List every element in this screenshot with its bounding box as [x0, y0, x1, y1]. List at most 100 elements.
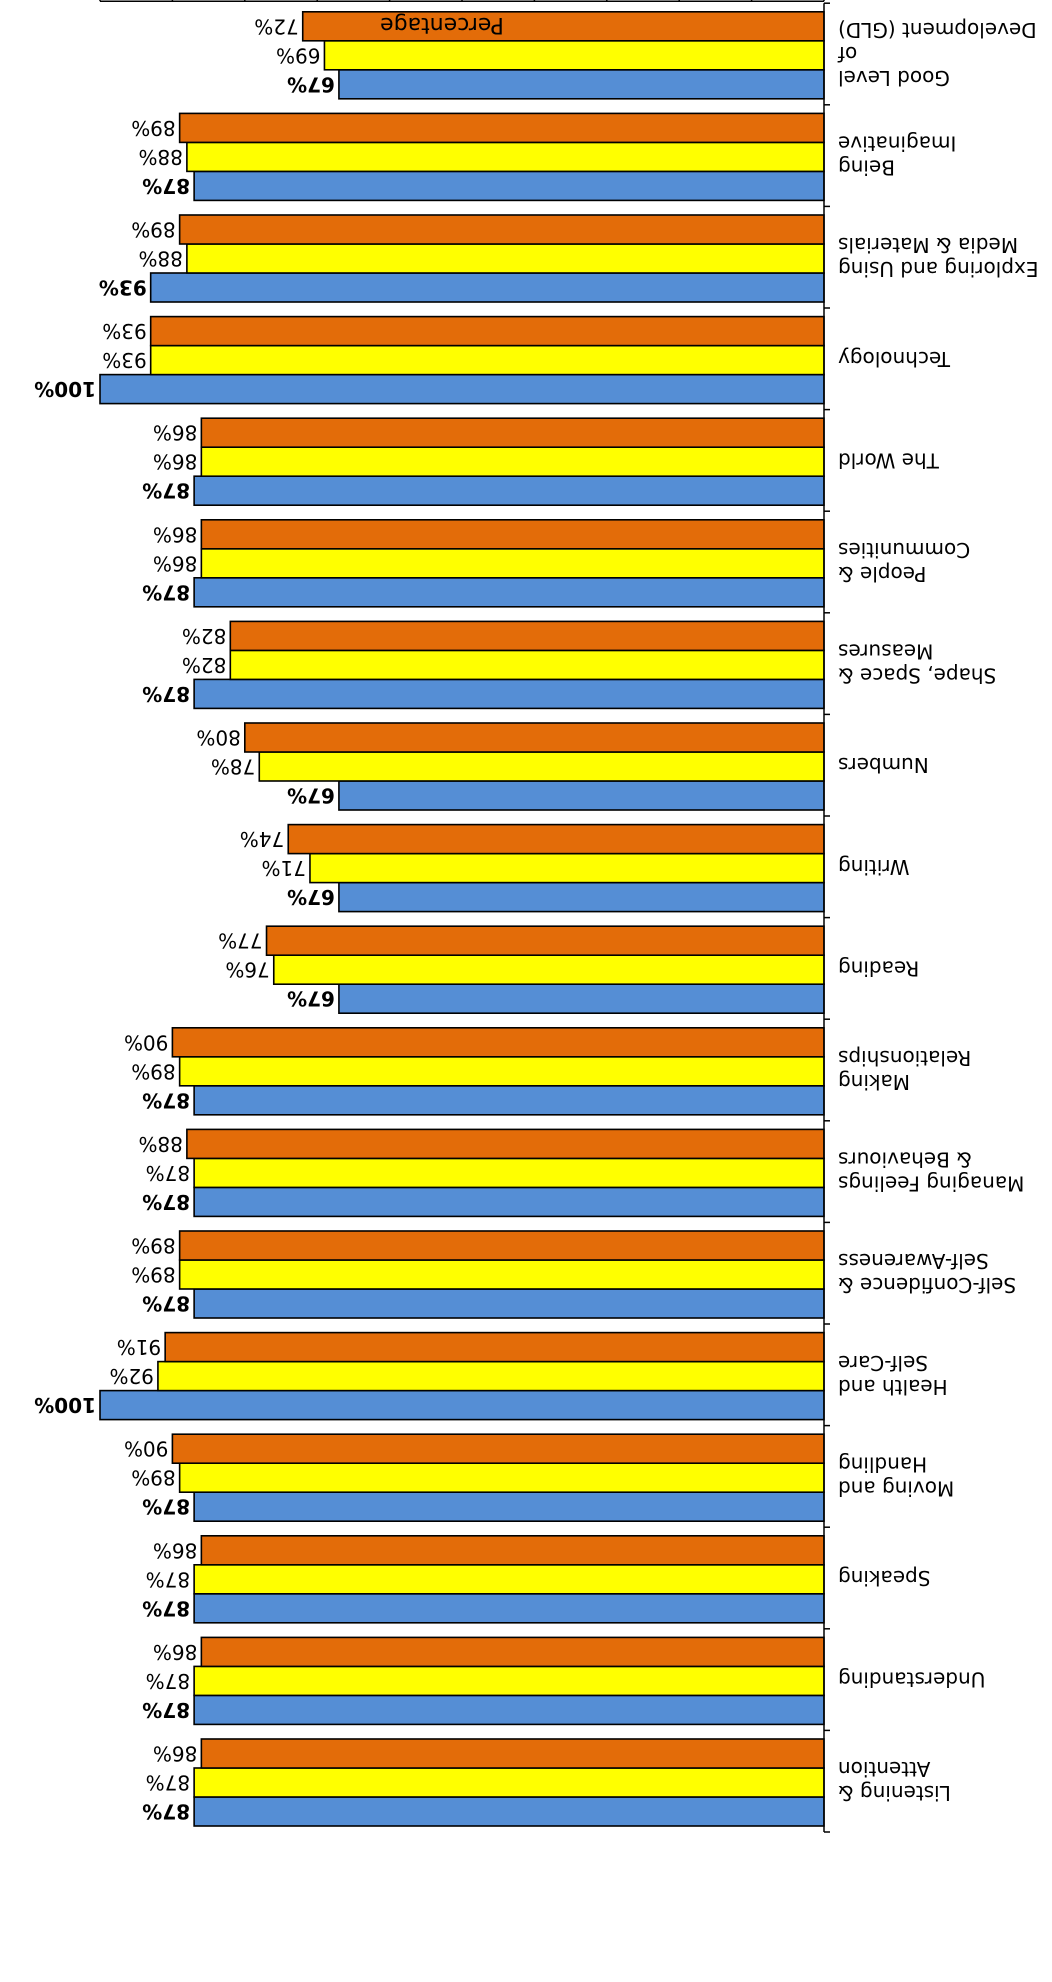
category-label-6: Managing Feelings& Behaviours [838, 1148, 1024, 1196]
data-label-series-3-0: 86% [153, 1742, 197, 1766]
bar-series-2-0 [193, 1767, 825, 1798]
data-label-series-2-13: 86% [153, 450, 197, 474]
data-label-series-1-7: 87% [142, 1088, 190, 1112]
data-label-series-3-7: 90% [124, 1030, 168, 1054]
data-label-series-3-17: 72% [254, 14, 298, 38]
bar-series-3-4 [164, 1331, 825, 1363]
bar-series-2-13 [200, 446, 825, 477]
data-label-series-3-2: 86% [153, 1538, 197, 1562]
data-label-series-1-10: 67% [287, 784, 335, 808]
data-label-series-3-13: 86% [153, 421, 197, 445]
bar-series-1-17 [338, 69, 825, 100]
data-label-series-2-6: 87% [146, 1161, 190, 1185]
bar-series-2-11 [229, 649, 825, 681]
data-label-series-3-11: 82% [182, 624, 226, 648]
bar-series-1-12 [193, 577, 825, 608]
data-label-series-1-4: 100% [34, 1393, 96, 1417]
bar-series-2-3 [178, 1462, 825, 1494]
bar-series-3-14 [149, 315, 825, 347]
data-label-series-2-17: 69% [276, 43, 320, 67]
bar-series-3-1 [200, 1636, 825, 1668]
data-label-series-2-12: 86% [153, 551, 197, 575]
bar-series-3-12 [200, 519, 825, 550]
bar-series-2-8 [272, 954, 825, 986]
data-label-series-1-5: 87% [142, 1292, 190, 1316]
bar-series-2-16 [186, 141, 825, 173]
data-label-series-3-5: 89% [131, 1234, 175, 1258]
data-label-series-1-12: 87% [142, 580, 190, 604]
bar-series-1-7 [193, 1084, 825, 1116]
bar-series-3-15 [178, 214, 825, 245]
bar-series-2-2 [193, 1563, 825, 1595]
data-label-series-2-4: 92% [109, 1364, 153, 1388]
data-label-series-1-8: 67% [287, 987, 335, 1011]
bar-series-1-6 [193, 1186, 825, 1218]
data-label-series-1-17: 67% [287, 72, 335, 96]
bar-series-3-5 [178, 1230, 825, 1261]
bars-layer [99, 11, 825, 1827]
data-label-series-1-15: 93% [99, 276, 147, 300]
bar-series-2-14 [149, 344, 825, 376]
bar-series-2-15 [186, 243, 825, 274]
data-label-series-2-8: 76% [225, 958, 269, 982]
bar-series-1-3 [193, 1491, 825, 1523]
data-label-series-3-14: 93% [102, 319, 146, 343]
bar-series-3-0 [200, 1738, 825, 1769]
bar-series-2-9 [309, 852, 825, 884]
category-label-3: Moving andHandling [838, 1452, 954, 1500]
data-label-series-2-9: 71% [262, 856, 306, 880]
x-axis-title: Percentage [380, 12, 504, 37]
data-label-series-1-11: 87% [142, 682, 190, 706]
category-label-10: Numbers [838, 753, 929, 777]
data-label-series-2-0: 87% [146, 1771, 190, 1795]
category-label-8: Reading [838, 956, 919, 980]
data-label-series-2-2: 87% [146, 1567, 190, 1591]
bar-series-1-8 [338, 983, 825, 1015]
data-label-series-1-9: 67% [287, 885, 335, 909]
data-label-series-3-6: 88% [138, 1132, 182, 1156]
data-label-series-2-3: 89% [131, 1466, 175, 1490]
data-label-series-1-13: 87% [142, 479, 190, 503]
bar-series-1-9 [338, 881, 825, 913]
bar-series-2-6 [193, 1157, 825, 1189]
category-label-11: Shape, Space &Measures [838, 640, 996, 688]
category-label-1: Understanding [838, 1668, 985, 1692]
data-label-series-3-12: 86% [153, 522, 197, 546]
data-label-series-3-3: 90% [124, 1437, 168, 1461]
category-label-0: Listening &Attention [838, 1757, 951, 1805]
data-label-series-2-5: 89% [131, 1263, 175, 1287]
bar-series-1-10 [338, 780, 825, 811]
bar-series-1-2 [193, 1592, 825, 1624]
category-label-14: Technology [838, 347, 951, 371]
bar-series-2-5 [178, 1259, 825, 1290]
bar-series-1-13 [193, 475, 825, 506]
data-label-series-3-8: 77% [218, 929, 262, 953]
category-label-2: Speaking [838, 1566, 930, 1590]
data-label-series-2-11: 82% [182, 653, 226, 677]
category-label-5: Self-Confidence &Self-Awareness [838, 1249, 1016, 1297]
bar-series-2-1 [193, 1665, 825, 1697]
bar-series-3-13 [200, 417, 825, 448]
category-label-13: The World [838, 448, 940, 472]
labels-layer: 87% 87% 86% Listening &Attention 87% 87% 86% Un… [34, 12, 1038, 1824]
bar-series-3-10 [243, 722, 825, 753]
bar-series-2-4 [157, 1360, 825, 1392]
bar-series-3-9 [287, 823, 825, 855]
bar-series-3-7 [171, 1026, 825, 1058]
bar-series-1-16 [193, 170, 825, 202]
data-label-series-1-14: 100% [34, 377, 96, 401]
data-label-series-1-1: 87% [142, 1698, 190, 1722]
data-label-series-1-0: 87% [142, 1800, 190, 1824]
data-label-series-3-10: 80% [196, 726, 240, 750]
data-label-series-2-10: 78% [211, 755, 255, 779]
data-label-series-2-7: 89% [131, 1059, 175, 1083]
data-label-series-3-1: 86% [153, 1640, 197, 1664]
bar-series-2-7 [178, 1055, 825, 1087]
data-label-series-1-6: 87% [142, 1190, 190, 1214]
category-label-12: People &Communities [838, 538, 970, 586]
bar-series-1-14 [99, 373, 825, 405]
bar-series-1-1 [193, 1694, 825, 1726]
data-label-series-2-16: 88% [138, 145, 182, 169]
